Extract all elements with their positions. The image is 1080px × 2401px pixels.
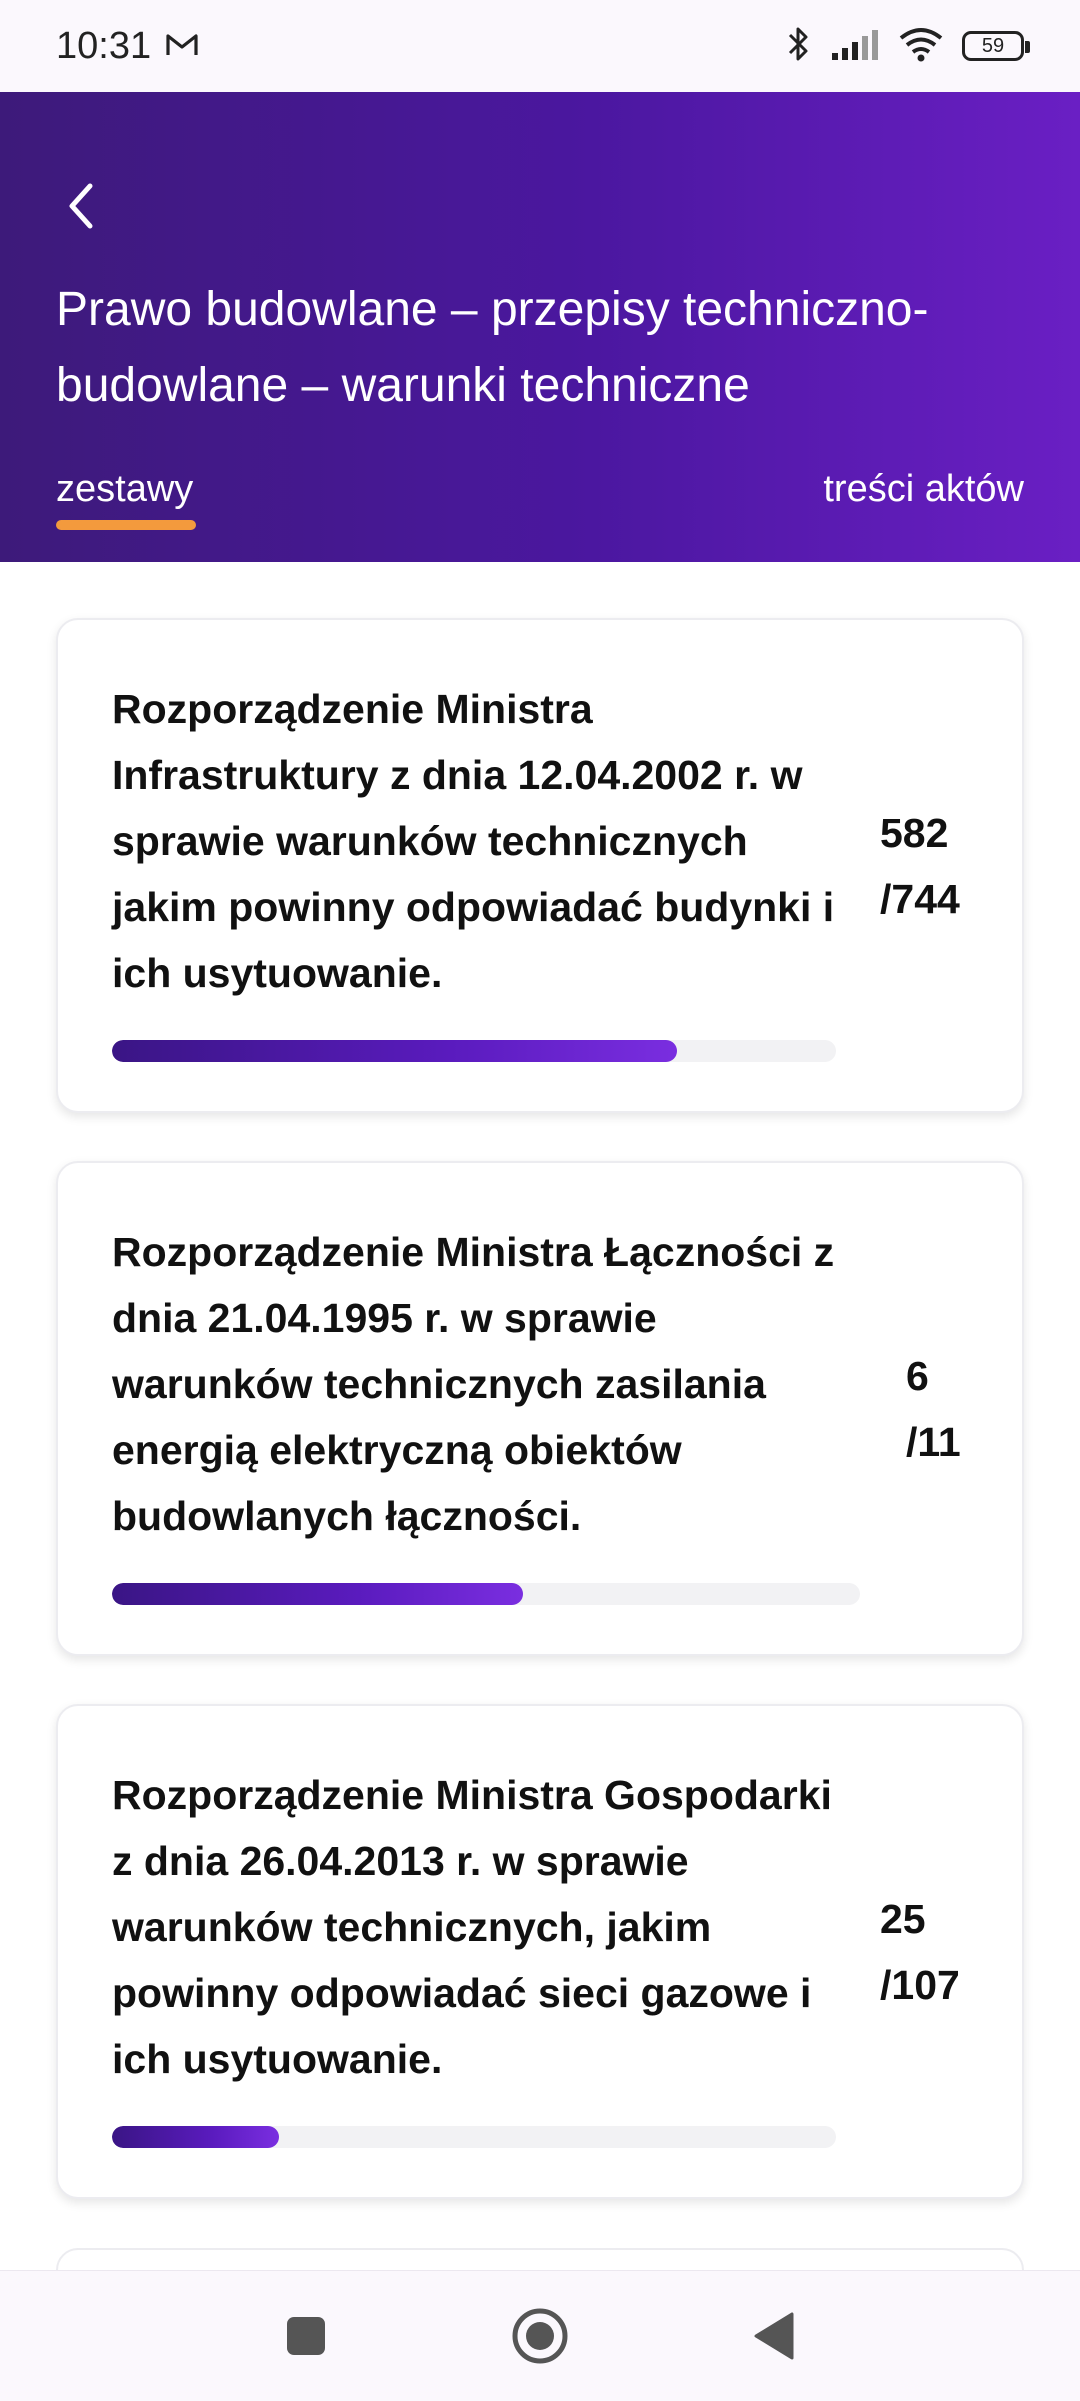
page-title: Prawo budowlane – przepisy techniczno-bu… (56, 283, 929, 412)
back-triangle-icon (754, 2312, 794, 2360)
set-card-done: 25 (880, 1896, 926, 1942)
progress-fill (112, 1583, 524, 1605)
wifi-icon (898, 26, 944, 67)
set-card-total: /107 (880, 1962, 960, 2008)
set-card-title: Rozporządzenie Ministra Infrastruktury z… (112, 686, 835, 996)
set-card-count: 6 /11 (906, 1343, 961, 1475)
battery-icon: 59 (962, 31, 1030, 61)
set-card-count: 582 /744 (880, 800, 960, 932)
tab-zestawy[interactable]: zestawy (56, 468, 194, 510)
set-card-total: /11 (906, 1419, 961, 1465)
signal-icon (830, 27, 880, 66)
active-tab-indicator (56, 520, 196, 530)
bluetooth-icon (786, 24, 812, 69)
status-left: 10:31 (56, 25, 199, 68)
set-card-done: 6 (906, 1353, 929, 1399)
progress-bar (112, 1040, 836, 1062)
set-card-done: 582 (880, 810, 949, 856)
status-time: 10:31 (56, 24, 152, 67)
set-card[interactable]: Rozporządzenie Ministra Gospodarki z dni… (56, 1704, 1024, 2199)
status-right: 59 (786, 24, 1030, 69)
content-list: Rozporządzenie Ministra Infrastruktury z… (0, 562, 1080, 2270)
battery-level: 59 (981, 34, 1005, 57)
system-nav-bar (0, 2270, 1080, 2401)
status-bar: 10:31 59 (0, 0, 1080, 92)
progress-fill (112, 2126, 279, 2148)
home-circle-icon (512, 2308, 568, 2364)
progress-bar (112, 2126, 836, 2148)
tab-tresci-aktow[interactable]: treści aktów (823, 468, 1024, 510)
nav-back-button[interactable] (741, 2303, 807, 2369)
home-button[interactable] (507, 2303, 573, 2369)
gmail-icon (165, 25, 199, 68)
recents-button[interactable] (273, 2303, 339, 2369)
set-card-title: Rozporządzenie Ministra Gospodarki z dni… (112, 1772, 832, 2082)
set-card[interactable]: Rozporządzenie Ministra Infrastruktury z… (56, 618, 1024, 1113)
set-card-total: /744 (880, 876, 960, 922)
set-card-title: Rozporządzenie Ministra Łączności z dnia… (112, 1229, 835, 1539)
back-button[interactable] (56, 176, 116, 236)
set-card-count: 25 /107 (880, 1886, 960, 2018)
header: Prawo budowlane – przepisy techniczno-bu… (0, 92, 1080, 562)
progress-fill (112, 1040, 677, 1062)
recents-square-icon (287, 2317, 325, 2355)
back-arrow-icon (69, 183, 93, 229)
set-card[interactable]: Rozporządzenie Ministra Łączności z dnia… (56, 1161, 1024, 1656)
set-card-partial[interactable] (56, 2248, 1024, 2270)
progress-bar (112, 1583, 860, 1605)
